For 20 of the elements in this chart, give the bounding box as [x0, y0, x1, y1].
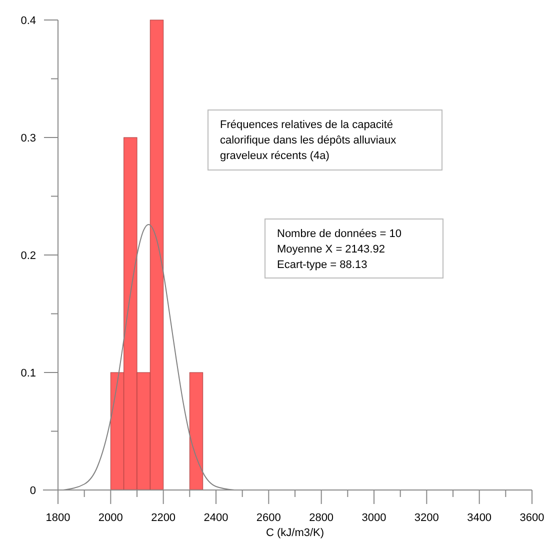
x-tick-label: 2600 [256, 512, 281, 524]
x-tick-label: 2000 [98, 512, 123, 524]
x-tick-label: 3200 [414, 512, 439, 524]
x-tick-label: 2200 [151, 512, 176, 524]
x-tick-label: 2800 [309, 512, 334, 524]
note-box: Nombre de données = 10 Moyenne X = 2143.92 Ecart-type = 88.13 [264, 218, 444, 278]
x-tick-label: 3600 [520, 512, 544, 524]
annotation: Nombre de données = 10 Moyenne X = 2143.92 Ecart-type = 88.13 [277, 228, 402, 271]
y-tick-label: 0.3 [20, 132, 36, 144]
y-tick-label: 0 [30, 484, 36, 497]
x-tick-label: 3400 [467, 512, 492, 524]
y-tick-label: 0.1 [20, 367, 36, 380]
x-tick-label: 2400 [204, 512, 228, 524]
note-box: Fréquences relatives de la capacité calorifique dans les dépôts alluviaux graveleux récents (4a) [208, 110, 442, 170]
annotation: Fréquences relatives de la capacité calorifique dans les dépôts alluviaux graveleux récents (4a) [220, 119, 397, 162]
x-tick-label: 3000 [362, 512, 386, 524]
x-tick-label: 1800 [46, 512, 70, 524]
y-tick-label: 0.2 [20, 250, 36, 262]
x-axis-title: C (kJ/m3/K) [266, 527, 324, 539]
y-tick-label: 0.4 [20, 14, 36, 27]
